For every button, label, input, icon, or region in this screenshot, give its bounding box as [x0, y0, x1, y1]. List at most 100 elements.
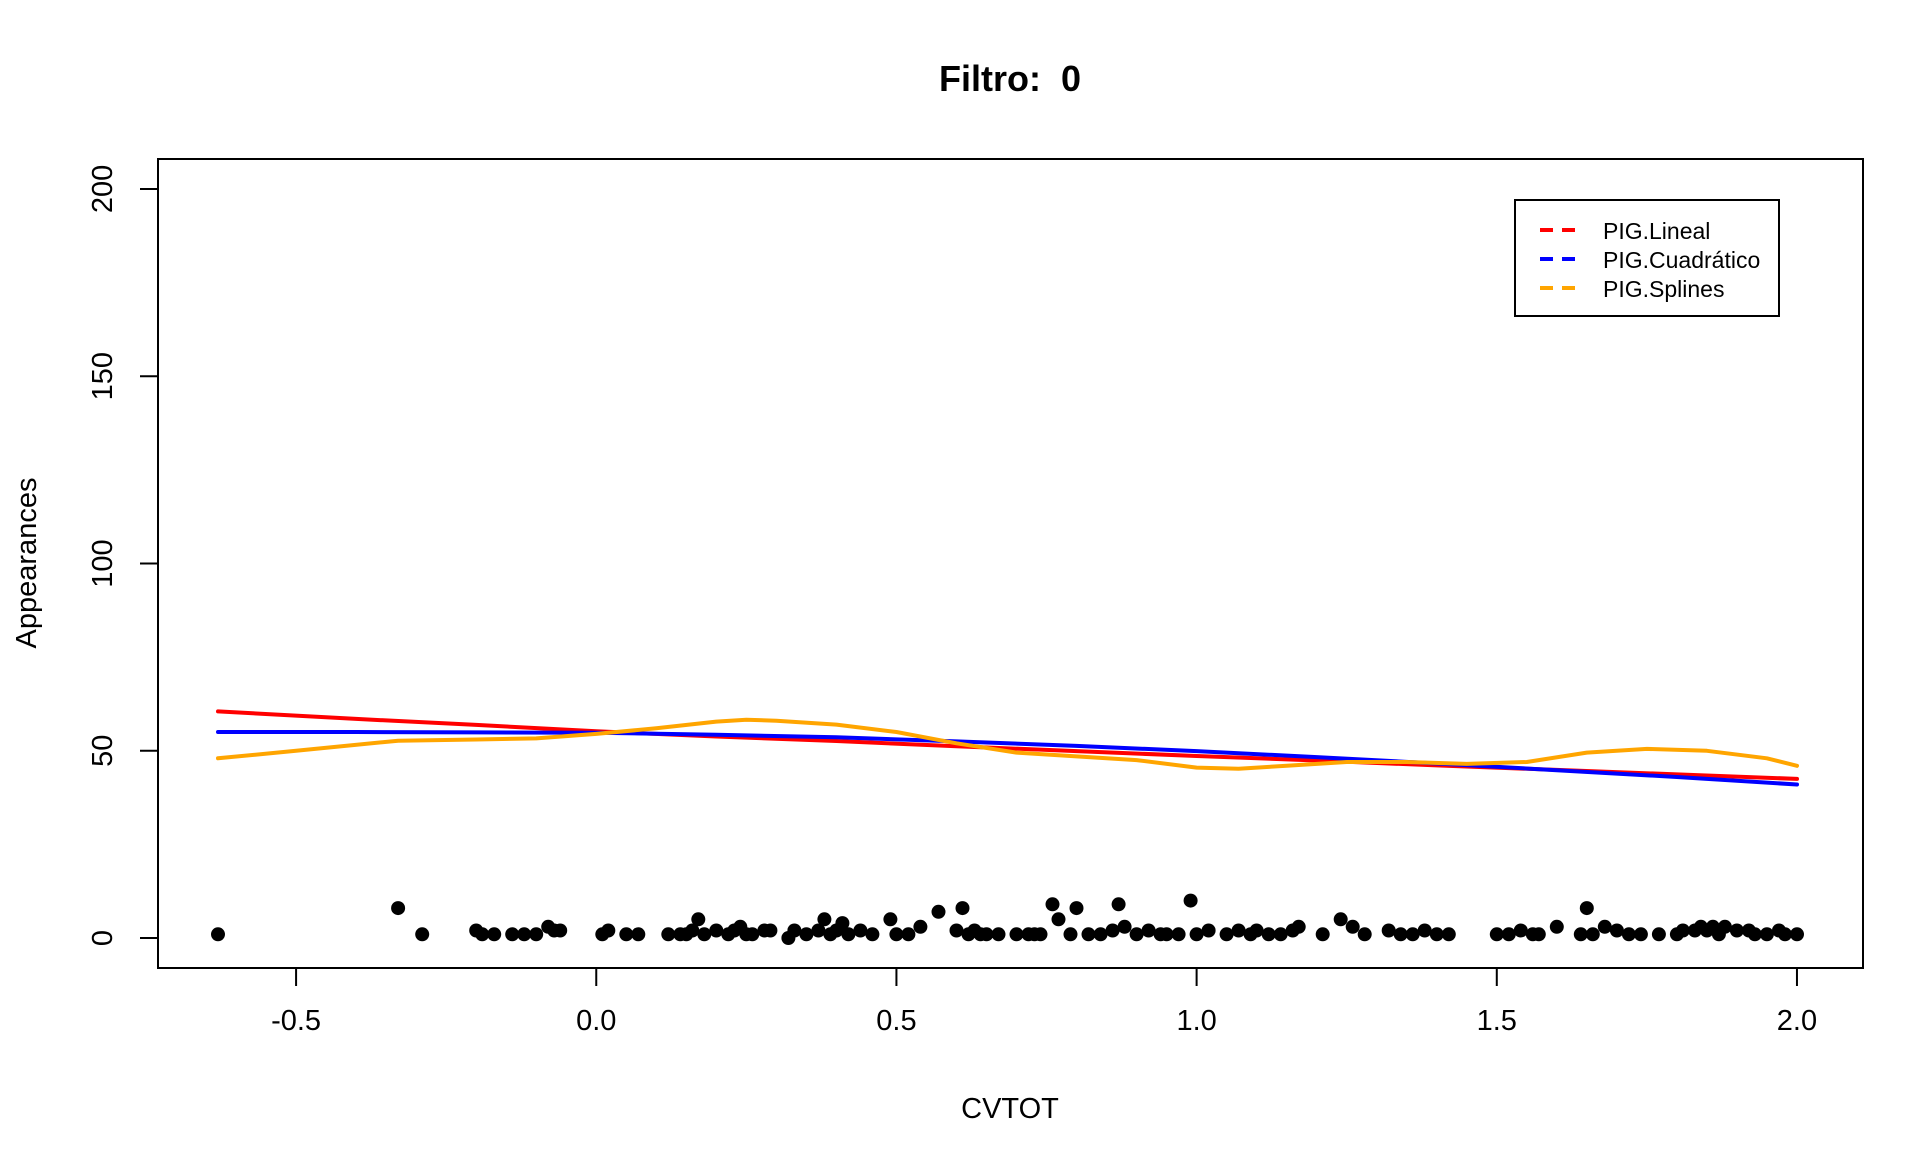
y-tick-label: 50 [87, 735, 119, 767]
scatter-point [631, 927, 646, 942]
x-tick-label: 0.0 [576, 1005, 616, 1037]
scatter-point [1405, 927, 1420, 942]
scatter-point [1045, 897, 1060, 912]
series-lines [216, 709, 1799, 787]
scatter-point [1033, 927, 1048, 942]
scatter-point [1790, 927, 1804, 942]
scatter-point [1633, 927, 1648, 942]
scatter-point [1729, 923, 1744, 938]
scatter-point [949, 923, 964, 938]
scatter-point [1063, 927, 1078, 942]
y-axis-label: Appearances [11, 478, 43, 649]
scatter-point [1675, 923, 1690, 938]
scatter-point [1621, 927, 1636, 942]
scatter-point [517, 927, 532, 942]
scatter-point [865, 927, 880, 942]
scatter-point [1117, 919, 1132, 934]
scatter-point [1489, 927, 1504, 942]
scatter-point [1501, 927, 1516, 942]
scatter-point [1759, 927, 1774, 942]
scatter-point [1549, 919, 1564, 934]
scatter-point [1315, 927, 1330, 942]
scatter-point [1393, 927, 1408, 942]
scatter-point [1189, 927, 1204, 942]
y-tick-label: 200 [87, 165, 119, 213]
legend-box [1514, 199, 1780, 317]
series-line-2 [216, 717, 1799, 771]
scatter-point [1747, 927, 1762, 942]
series-line-1 [216, 730, 1799, 787]
scatter-point [763, 923, 778, 938]
legend: PIG.Lineal PIG.Cuadrático PIG.Splines [1514, 199, 1780, 317]
scatter-point [1105, 923, 1120, 938]
x-tick-label: 1.5 [1477, 1005, 1517, 1037]
scatter-point [1429, 927, 1444, 942]
scatter-point [1081, 927, 1096, 942]
scatter-point [211, 927, 225, 942]
scatter-point [1381, 923, 1396, 938]
scatter-point [1201, 923, 1216, 938]
scatter-point [1051, 912, 1066, 927]
scatter-point [1333, 912, 1348, 927]
legend-label: PIG.Lineal [1603, 218, 1710, 244]
scatter-point [1159, 927, 1174, 942]
scatter-point [601, 923, 616, 938]
scatter-point [1183, 893, 1198, 908]
scatter-point [811, 923, 826, 938]
x-tick-label: 0.5 [876, 1005, 916, 1037]
x-axis: -0.5 0.0 0.5 1.0 1.5 2.0 [271, 967, 1817, 1037]
scatter-point [913, 919, 928, 934]
scatter-points [211, 893, 1804, 945]
scatter-point [1417, 923, 1432, 938]
x-tick-label: 2.0 [1777, 1005, 1817, 1037]
y-axis: 0 50 100 150 200 [87, 165, 159, 946]
scatter-point [1585, 927, 1600, 942]
scatter-point [1111, 897, 1126, 912]
scatter-point [889, 927, 904, 942]
x-axis-label: CVTOT [961, 1093, 1059, 1125]
scatter-point [1231, 923, 1246, 938]
scatter-point [799, 927, 814, 942]
scatter-point [415, 927, 430, 942]
scatter-point [817, 912, 832, 927]
scatter-point [1531, 927, 1546, 942]
y-tick-label: 100 [87, 539, 119, 587]
scatter-point [529, 927, 544, 942]
scatter-point [1579, 901, 1594, 916]
scatter-point [487, 927, 502, 942]
y-tick-label: 150 [87, 352, 119, 400]
scatter-point [1129, 927, 1144, 942]
legend-label: PIG.Splines [1603, 276, 1724, 302]
scatter-point [1573, 927, 1588, 942]
scatter-point [955, 901, 970, 916]
scatter-point [1513, 923, 1528, 938]
x-tick-label: 1.0 [1176, 1005, 1216, 1037]
scatter-point [1171, 927, 1186, 942]
scatter-point [1597, 919, 1612, 934]
scatter-point [1273, 927, 1288, 942]
scatter-point [853, 923, 868, 938]
scatter-point [1651, 927, 1666, 942]
scatter-point [709, 923, 724, 938]
scatter-point [1009, 927, 1024, 942]
scatter-point [745, 927, 760, 942]
scatter-point [685, 923, 700, 938]
scatter-point [1141, 923, 1156, 938]
x-tick-label: -0.5 [271, 1005, 321, 1037]
scatter-point [1609, 923, 1624, 938]
scatter-point [475, 927, 490, 942]
scatter-point [391, 901, 406, 916]
scatter-point [979, 927, 994, 942]
scatter-point [991, 927, 1006, 942]
scatter-point [1261, 927, 1276, 942]
legend-label: PIG.Cuadrático [1603, 247, 1760, 273]
legend-items: PIG.Lineal PIG.Cuadrático PIG.Splines [1540, 218, 1760, 302]
scatter-point [661, 927, 676, 942]
scatter-point [697, 927, 712, 942]
scatter-point [883, 912, 898, 927]
scatter-point [1291, 919, 1306, 934]
chart-title: Filtro: 0 [939, 58, 1081, 99]
scatter-point [841, 927, 856, 942]
scatter-point [505, 927, 520, 942]
